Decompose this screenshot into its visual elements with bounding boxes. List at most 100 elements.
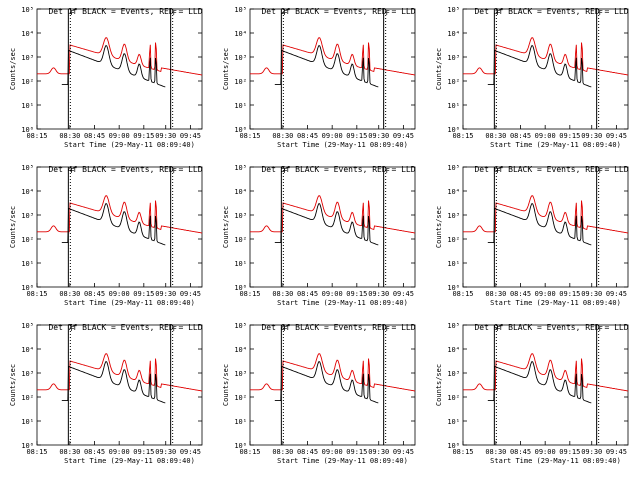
panel-title: Det 1f BLACK = Events, RED = LLD: [48, 7, 202, 16]
y-tick-label: 10⁰: [234, 442, 247, 450]
series-events-line: [274, 202, 379, 246]
y-tick-label: 10⁴: [447, 188, 460, 196]
y-tick-label: 10¹: [234, 102, 247, 110]
y-tick-label: 10⁵: [234, 164, 247, 172]
series-events-line: [487, 202, 592, 246]
y-axis-label: Counts/sec: [222, 206, 230, 248]
y-axis-label: Counts/sec: [435, 206, 443, 248]
x-tick-label: 09:00: [322, 132, 343, 140]
panel-title: Det 5f BLACK = Events, RED = LLD: [261, 165, 415, 174]
x-tick-label: 08:45: [510, 290, 531, 298]
x-tick-label: 09:15: [559, 290, 580, 298]
marker-start-label: F: [283, 9, 287, 17]
x-tick-label: 09:15: [133, 290, 154, 298]
series-events-line: [61, 360, 166, 404]
x-tick-label: 09:30: [581, 290, 602, 298]
y-tick-label: 10³: [234, 54, 247, 62]
y-tick-label: 10⁴: [21, 188, 34, 196]
y-tick-label: 10⁵: [447, 6, 460, 14]
plot-frame: [462, 166, 629, 288]
x-tick-label: 09:15: [133, 448, 154, 456]
series-lld-line: [250, 353, 416, 392]
series-events-line: [487, 360, 592, 404]
y-tick-label: 10¹: [21, 260, 34, 268]
plot-frame: [36, 166, 203, 288]
x-tick-label: 09:15: [346, 448, 367, 456]
x-tick-label: 09:15: [559, 448, 580, 456]
x-axis-label: Start Time (29-May-11 08:09:40): [64, 299, 195, 307]
x-tick-label: 08:45: [510, 448, 531, 456]
y-axis-label: Counts/sec: [9, 364, 17, 406]
x-tick-label: 09:30: [581, 132, 602, 140]
plot-frame: [249, 324, 416, 446]
series-lld-line: [463, 353, 629, 392]
x-tick-label: 08:45: [84, 132, 105, 140]
x-tick-label: 08:30: [485, 132, 506, 140]
plot-frame: [36, 324, 203, 446]
x-tick-label: 08:30: [272, 448, 293, 456]
y-tick-label: 10³: [234, 370, 247, 378]
y-tick-label: 10⁰: [21, 284, 34, 292]
y-tick-label: 10²: [234, 394, 247, 402]
marker-end-label: F: [173, 167, 177, 175]
y-tick-label: 10²: [447, 394, 460, 402]
x-axis-label: Start Time (29-May-11 08:09:40): [490, 141, 621, 149]
marker-start-label: F: [496, 325, 500, 333]
x-tick-label: 09:00: [109, 132, 130, 140]
y-tick-label: 10³: [447, 54, 460, 62]
y-tick-label: 10²: [234, 78, 247, 86]
y-axis-label: Counts/sec: [222, 364, 230, 406]
marker-end-label: F: [386, 9, 390, 17]
y-tick-label: 10⁰: [447, 442, 460, 450]
y-tick-label: 10¹: [21, 418, 34, 426]
x-tick-label: 09:30: [155, 132, 176, 140]
x-tick-label: 09:30: [368, 290, 389, 298]
x-tick-label: 09:15: [133, 132, 154, 140]
y-tick-label: 10⁰: [21, 442, 34, 450]
panel-title: Det 7f BLACK = Events, RED = LLD: [48, 323, 202, 332]
y-tick-label: 10⁴: [21, 346, 34, 354]
x-tick-label: 08:45: [297, 448, 318, 456]
y-tick-label: 10¹: [447, 102, 460, 110]
x-tick-label: 09:30: [155, 290, 176, 298]
y-tick-label: 10⁵: [21, 164, 34, 172]
marker-start-label: F: [496, 167, 500, 175]
x-tick-label: 09:45: [180, 290, 201, 298]
x-tick-label: 09:30: [368, 132, 389, 140]
y-tick-label: 10⁵: [21, 322, 34, 330]
x-tick-label: 08:30: [59, 290, 80, 298]
x-tick-label: 08:15: [452, 448, 473, 456]
x-tick-label: 08:30: [59, 448, 80, 456]
marker-end-label: F: [599, 9, 603, 17]
y-tick-label: 10¹: [234, 418, 247, 426]
y-tick-label: 10³: [21, 370, 34, 378]
series-lld-line: [463, 37, 629, 76]
x-tick-label: 08:15: [452, 290, 473, 298]
marker-end-label: F: [173, 9, 177, 17]
x-tick-label: 08:30: [485, 290, 506, 298]
x-tick-label: 09:00: [109, 448, 130, 456]
x-tick-label: 08:30: [59, 132, 80, 140]
x-tick-label: 09:30: [155, 448, 176, 456]
y-tick-label: 10⁵: [447, 164, 460, 172]
y-tick-label: 10⁴: [234, 188, 247, 196]
series-events-line: [61, 44, 166, 88]
y-tick-label: 10³: [21, 212, 34, 220]
y-tick-label: 10²: [447, 78, 460, 86]
x-tick-label: 08:15: [26, 132, 47, 140]
detector-panel-5: Det 5f BLACK = Events, RED = LLD 10⁰ 10¹ 10…: [222, 164, 416, 307]
x-tick-label: 09:45: [180, 448, 201, 456]
x-axis-label: Start Time (29-May-11 08:09:40): [64, 141, 195, 149]
series-lld-line: [250, 195, 416, 234]
panel-title: Det 9f BLACK = Events, RED = LLD: [474, 323, 628, 332]
marker-start-label: F: [283, 167, 287, 175]
x-tick-label: 08:45: [84, 448, 105, 456]
panel-title: Det 2f BLACK = Events, RED = LLD: [261, 7, 415, 16]
x-tick-label: 09:15: [559, 132, 580, 140]
x-tick-label: 09:45: [393, 448, 414, 456]
x-tick-label: 09:15: [346, 132, 367, 140]
marker-start-label: F: [496, 9, 500, 17]
x-axis-label: Start Time (29-May-11 08:09:40): [277, 141, 408, 149]
